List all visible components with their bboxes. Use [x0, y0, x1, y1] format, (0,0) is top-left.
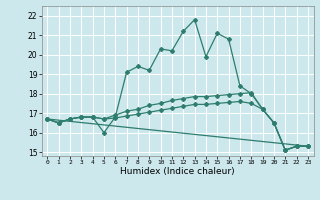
X-axis label: Humidex (Indice chaleur): Humidex (Indice chaleur): [120, 167, 235, 176]
